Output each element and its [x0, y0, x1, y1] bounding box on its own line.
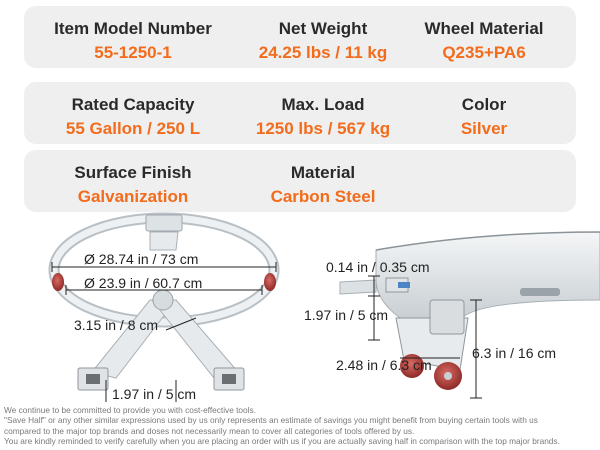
spec-color: Color Silver: [404, 82, 564, 144]
spec-value: Galvanization: [77, 187, 189, 206]
wheel-axle: [444, 372, 452, 380]
spec-label: Net Weight: [278, 19, 368, 38]
spec-value: 55-1250-1: [94, 43, 172, 62]
arm-width-label: 3.15 in / 8 cm: [74, 317, 158, 333]
disclaimer-line: You are kindly reminded to verify carefu…: [4, 436, 560, 447]
side-view-dolly: 0.14 in / 0.35 cm 1.97 in / 5 cm 2.48 in…: [304, 231, 600, 399]
spec-label: Color: [461, 95, 507, 114]
outer-diameter-label: Ø 28.74 in / 73 cm: [84, 251, 198, 267]
bottom-caster-left: [77, 367, 109, 391]
product-dimension-diagram: Ø 28.74 in / 73 cm Ø 23.9 in / 60.7 cm 3…: [48, 212, 600, 402]
side-wheel-left: [52, 273, 64, 291]
wheel-diameter-label: 2.48 in / 6.3 cm: [336, 357, 432, 373]
spec-label: Item Model Number: [54, 19, 212, 38]
disclaimer-line: compared to the major top brands and dos…: [4, 425, 415, 436]
caster-plate: [429, 299, 465, 335]
ring-edge: [339, 279, 377, 295]
total-height-label: 6.3 in / 16 cm: [472, 345, 556, 361]
side-caster-wheel-front: [400, 354, 424, 378]
spec-label: Material: [290, 163, 356, 182]
spec-value: 24.25 lbs / 11 kg: [258, 43, 388, 62]
side-wheel-right: [264, 273, 276, 291]
spec-value: 1250 lbs / 567 kg: [255, 119, 391, 138]
top-view-dolly: Ø 28.74 in / 73 cm Ø 23.9 in / 60.7 cm 3…: [48, 212, 280, 402]
spec-value: Silver: [460, 119, 508, 138]
spec-label: Rated Capacity: [71, 95, 195, 114]
spec-value: Carbon Steel: [270, 187, 376, 206]
disclaimer-line: "Save Half" or any other similar express…: [4, 415, 538, 426]
dimension-lines-top-view: [51, 262, 277, 402]
spec-net-weight: Net Weight 24.25 lbs / 11 kg: [238, 6, 408, 68]
spec-value: Q235+PA6: [442, 43, 526, 62]
disclaimer: We continue to be committed to provide y…: [4, 405, 598, 447]
spec-surface-finish: Surface Finish Galvanization: [48, 150, 218, 212]
spec-max-load: Max. Load 1250 lbs / 567 kg: [238, 82, 408, 144]
dimension-lines-side-view: [368, 275, 482, 399]
top-tab: [145, 214, 183, 232]
spec-rated-capacity: Rated Capacity 55 Gallon / 250 L: [38, 82, 228, 144]
spec-item-model-number: Item Model Number 55-1250-1: [48, 6, 218, 68]
caster-pin: [398, 282, 410, 288]
caster-plate-label: 1.97 in / 5 cm: [112, 386, 196, 402]
spec-value: 55 Gallon / 250 L: [65, 119, 201, 138]
spec-label: Surface Finish: [74, 163, 192, 182]
ring-slot: [520, 288, 560, 296]
spec-label: Max. Load: [281, 95, 365, 114]
ring-thickness-label: 0.14 in / 0.35 cm: [326, 259, 430, 275]
disclaimer-line: We continue to be committed to provide y…: [4, 405, 256, 415]
spec-material: Material Carbon Steel: [238, 150, 408, 212]
spec-label: Wheel Material: [424, 19, 544, 38]
bottom-caster-right: [213, 367, 245, 391]
spec-panel-row-3: Surface Finish Galvanization Material Ca…: [24, 150, 576, 212]
spec-panel-row-1: Item Model Number 55-1250-1 Net Weight 2…: [24, 6, 576, 68]
inner-diameter-label: Ø 23.9 in / 60.7 cm: [84, 275, 202, 291]
flange-height-label: 1.97 in / 5 cm: [304, 307, 388, 323]
center-hub: [152, 289, 174, 311]
spec-wheel-material: Wheel Material Q235+PA6: [404, 6, 564, 68]
spec-panel-row-2: Rated Capacity 55 Gallon / 250 L Max. Lo…: [24, 82, 576, 144]
